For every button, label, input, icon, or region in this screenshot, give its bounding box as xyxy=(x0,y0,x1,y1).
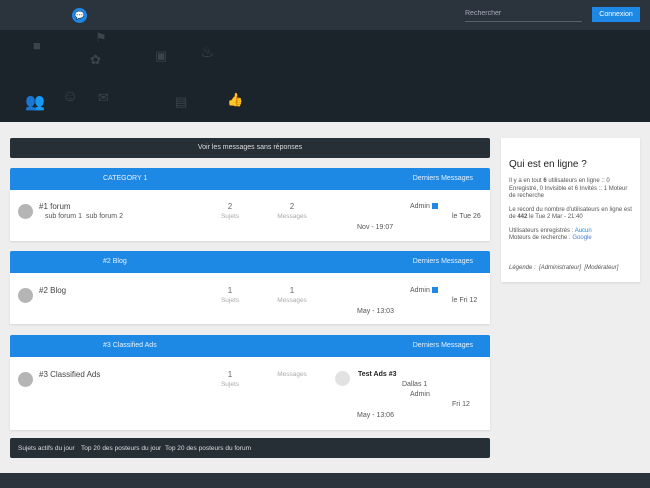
topics-count: 2 xyxy=(227,202,233,211)
who-is-online-panel: Qui est en ligne ? Il y a en tout 6 util… xyxy=(501,138,640,282)
forum-name-link[interactable]: #3 Classified Ads xyxy=(39,370,101,379)
decor-icon: ✉ xyxy=(98,90,109,105)
last-post-author-link[interactable]: Admin xyxy=(410,287,438,294)
search-engines: Moteurs de recherche : Google xyxy=(509,235,592,241)
forum-row: #1 forum sub forum 1 sub forum 2 2 Sujet… xyxy=(10,190,490,241)
subforum-link[interactable]: sub forum 1 xyxy=(45,213,82,220)
forum-logo-icon[interactable]: 💬 xyxy=(72,8,87,23)
last-post-author-link[interactable]: Admin xyxy=(410,391,430,398)
posts-label: Messages xyxy=(277,371,307,378)
category-title[interactable]: #3 Classified Ads xyxy=(103,342,157,349)
legend-admin-link[interactable]: [Administrateur] xyxy=(539,264,582,271)
last-messages-label: Derniers Messages xyxy=(412,342,473,349)
decor-icon: 👍 xyxy=(227,92,244,107)
online-record: Le record du nombre d'utilisateurs en li… xyxy=(509,206,632,221)
last-post-time: May - 13:06 xyxy=(357,412,394,419)
forum-status-icon xyxy=(18,372,33,387)
author-name[interactable]: Admin xyxy=(410,287,430,294)
last-messages-label: Derniers Messages xyxy=(412,258,473,265)
last-post-date: le Fri 12 xyxy=(452,297,478,304)
decor-icon: ■ xyxy=(33,38,41,53)
go-to-post-icon[interactable] xyxy=(431,287,438,294)
active-topics-link[interactable]: Sujets actifs du jour xyxy=(18,445,75,452)
panel-title: Qui est en ligne ? xyxy=(509,159,587,170)
decor-icon: 👥 xyxy=(25,94,45,111)
forum-row: #2 Blog 1 Sujets 1 Messages Admin le Fri… xyxy=(10,273,490,324)
posts-count: 2 xyxy=(289,202,295,211)
topics-count: 1 xyxy=(227,370,233,379)
decor-icon: ☺ xyxy=(62,88,79,105)
online-summary: Il y a en tout 6 utilisateurs en ligne :… xyxy=(509,178,628,199)
decor-icon: ♨ xyxy=(200,44,215,61)
last-post-time: May - 13:03 xyxy=(357,308,394,315)
forum-status-icon xyxy=(18,204,33,219)
category-title[interactable]: CATEGORY 1 xyxy=(103,175,148,182)
search-input[interactable] xyxy=(465,6,582,22)
last-post-date: le Tue 26 xyxy=(452,213,481,220)
header-banner: ■ ⚑ ▣ ♨ ✿ 👥 ☺ ✉ ▤ 👍 xyxy=(0,30,650,122)
user-avatar xyxy=(335,371,350,386)
topics-label: Sujets xyxy=(220,297,240,304)
top-bar: 💬 Connexion xyxy=(0,0,650,30)
bottom-nav: Sujets actifs du jour Top 20 des posteur… xyxy=(10,438,490,458)
forum-name-link[interactable]: #2 Blog xyxy=(39,286,67,295)
category-header[interactable]: #2 Blog Derniers Messages xyxy=(10,251,490,273)
last-messages-label: Derniers Messages xyxy=(412,175,473,182)
topics-label: Sujets xyxy=(220,213,240,220)
topics-count: 1 xyxy=(227,286,233,295)
top-posters-forum-link[interactable]: Top 20 des posteurs du forum xyxy=(165,445,251,452)
legend: Légende : [Administrateur] [Modérateur] xyxy=(509,264,619,271)
last-topic-link[interactable]: Test Ads #3 xyxy=(358,371,397,378)
decor-icon: ⚑ xyxy=(95,30,107,45)
last-topic-line: Dallas 1 xyxy=(402,381,428,388)
author-name[interactable]: Admin xyxy=(410,203,430,210)
top-posters-today-link[interactable]: Top 20 des posteurs du jour xyxy=(81,445,162,452)
decor-icon: ▤ xyxy=(175,94,188,109)
last-post-date: Fri 12 xyxy=(452,401,470,408)
last-post-time: Nov - 19:07 xyxy=(357,224,394,231)
decor-icon: ▣ xyxy=(155,48,168,63)
login-button[interactable]: Connexion xyxy=(592,7,640,22)
forum-row: #3 Classified Ads 1 Sujets Messages Test… xyxy=(10,357,490,430)
decor-icon: ✿ xyxy=(90,52,101,67)
legend-moderator-link[interactable]: [Modérateur] xyxy=(584,264,619,271)
last-post-author-link[interactable]: Admin xyxy=(410,203,438,210)
category-header[interactable]: #3 Classified Ads Derniers Messages xyxy=(10,335,490,357)
registered-users: Utilisateurs enregistrés : Aucun xyxy=(509,227,592,234)
category-header[interactable]: CATEGORY 1 Derniers Messages xyxy=(10,168,490,190)
unanswered-posts-link[interactable]: Voir les messages sans réponses xyxy=(10,138,490,158)
forum-name-link[interactable]: #1 forum xyxy=(39,202,71,211)
posts-count: 1 xyxy=(289,286,295,295)
go-to-post-icon[interactable] xyxy=(431,203,438,210)
subforum-link[interactable]: sub forum 2 xyxy=(86,213,123,220)
footer xyxy=(0,473,650,488)
category-title[interactable]: #2 Blog xyxy=(103,258,127,265)
topics-label: Sujets xyxy=(220,381,240,388)
forum-status-icon xyxy=(18,288,33,303)
posts-label: Messages xyxy=(277,297,307,304)
posts-label: Messages xyxy=(277,213,307,220)
